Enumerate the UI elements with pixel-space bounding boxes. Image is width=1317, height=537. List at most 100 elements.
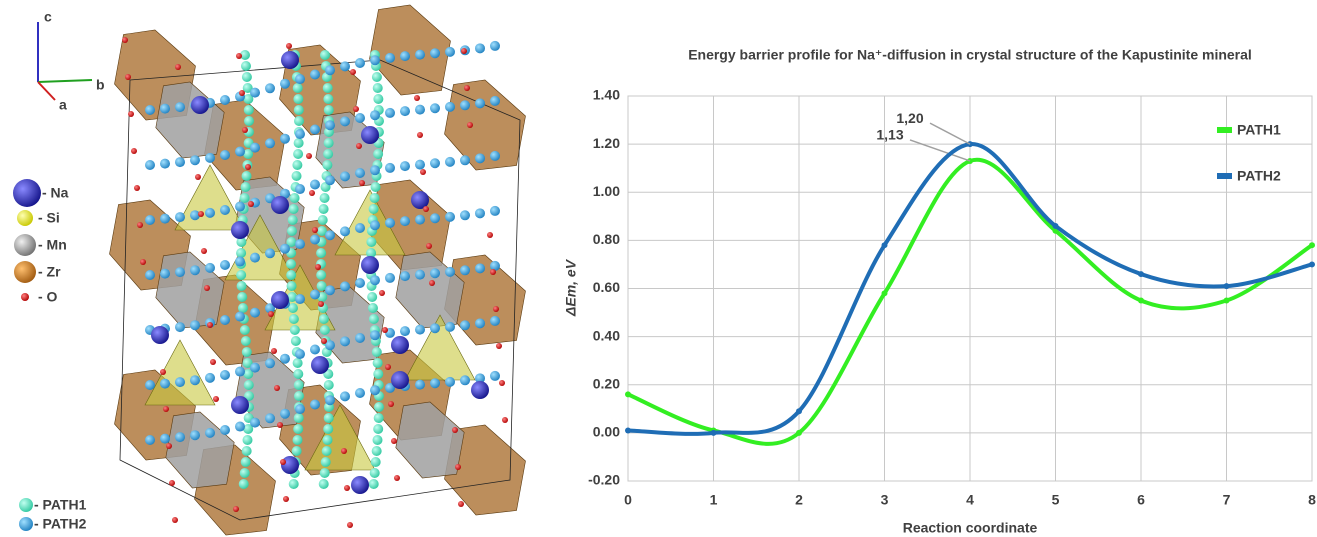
path1-sphere <box>369 468 380 478</box>
path2-sphere <box>250 252 260 263</box>
path1-sphere <box>243 94 254 104</box>
y-tick-label: 0.20 <box>593 375 620 391</box>
path2-sphere <box>250 417 260 428</box>
legend-text: - Mn <box>38 237 67 253</box>
path2-sphere <box>280 188 290 199</box>
o-sphere <box>128 111 134 117</box>
o-sphere <box>461 48 467 54</box>
path1-sphere <box>286 226 297 236</box>
path2-sphere <box>460 100 470 111</box>
path1-sphere <box>292 160 303 170</box>
o-sphere <box>458 501 464 507</box>
structure-legend: - Na - Si - Mn - Zr - O - PATH1 - PATH2 <box>13 179 87 532</box>
path2-sphere <box>205 207 215 218</box>
o-sphere <box>213 396 219 402</box>
point <box>1138 271 1144 278</box>
o-sphere <box>125 74 131 80</box>
o-sphere <box>160 369 166 375</box>
path2-sphere <box>445 376 455 387</box>
polyhedron <box>369 4 451 96</box>
path2-sphere <box>160 158 170 169</box>
path2-sphere <box>355 388 365 399</box>
o-sphere <box>350 69 356 75</box>
path1-sphere <box>320 50 330 60</box>
path2-sphere <box>325 230 335 241</box>
o-sphere <box>455 464 461 470</box>
y-tick-label: 1.40 <box>593 87 620 103</box>
path2-sphere <box>355 113 365 124</box>
path1-sphere <box>293 116 304 126</box>
path1-sphere <box>287 303 298 313</box>
path1-sphere <box>373 413 384 423</box>
o-sphere <box>134 185 140 191</box>
axis-label: b <box>96 77 105 93</box>
path1-sphere <box>323 94 334 104</box>
path1-sphere <box>317 215 328 225</box>
path2-sphere <box>235 201 245 212</box>
path1-sphere <box>371 347 382 357</box>
o-sphere <box>379 290 385 296</box>
path1-sphere <box>236 270 247 280</box>
path1-sphere <box>293 380 304 390</box>
point <box>625 391 631 398</box>
x-tick-label: 5 <box>1052 492 1060 508</box>
path1-sphere <box>243 424 254 434</box>
path2-sphere <box>265 303 275 314</box>
path1-sphere <box>237 303 248 313</box>
y-tick-label: 0.40 <box>593 327 620 343</box>
path1-sphere <box>286 259 297 269</box>
x-tick-label: 7 <box>1223 492 1231 508</box>
path1-sphere <box>323 424 334 434</box>
o-sphere <box>347 522 353 528</box>
point <box>1309 261 1315 268</box>
o-sphere <box>499 380 505 386</box>
path2-sphere <box>220 314 230 325</box>
path2-sphere <box>475 263 485 274</box>
path1-sphere <box>240 50 250 60</box>
path1-sphere <box>239 468 250 478</box>
path2-sphere <box>445 266 455 277</box>
path1-sphere <box>319 468 330 478</box>
path2-sphere <box>325 285 335 296</box>
path2-sphere <box>175 212 185 223</box>
path2-sphere <box>295 129 305 140</box>
path1-sphere <box>319 325 330 335</box>
path1-sphere <box>290 336 301 346</box>
path2-sphere <box>250 142 260 153</box>
point <box>625 427 631 434</box>
path2-sphere <box>400 51 410 62</box>
line <box>627 142 1313 436</box>
o-sphere <box>493 306 499 312</box>
path1-sphere <box>372 83 383 93</box>
o-sphere <box>452 427 458 433</box>
o-sphere <box>283 496 289 502</box>
path1-sphere <box>236 281 247 291</box>
path1-sphere <box>239 193 250 203</box>
o-sphere <box>306 153 312 159</box>
leader-line <box>929 122 971 145</box>
path2-sphere <box>415 379 425 390</box>
path2-sphere <box>190 430 200 441</box>
path1-sphere <box>241 347 252 357</box>
polyhedron <box>395 401 465 479</box>
path2-sphere <box>400 161 410 172</box>
path1-sphere <box>242 83 253 93</box>
path2-sphere <box>460 210 470 221</box>
y-tick-label: -0.20 <box>588 472 620 488</box>
path1-sphere <box>289 193 300 203</box>
path2-sphere <box>310 399 320 410</box>
point <box>796 429 802 436</box>
path1-sphere <box>368 479 379 489</box>
path2-sphere <box>235 311 245 322</box>
path2-sphere <box>265 83 275 94</box>
path1-sphere <box>291 171 302 181</box>
path1-sphere <box>240 61 251 71</box>
o-sphere <box>210 359 216 365</box>
na-sphere <box>231 396 249 414</box>
path1-sphere <box>366 248 377 258</box>
o-sphere <box>277 422 283 428</box>
path2-sphere <box>325 65 335 76</box>
path1-sphere <box>321 446 332 456</box>
leader-line <box>909 139 971 162</box>
o-sphere <box>420 169 426 175</box>
